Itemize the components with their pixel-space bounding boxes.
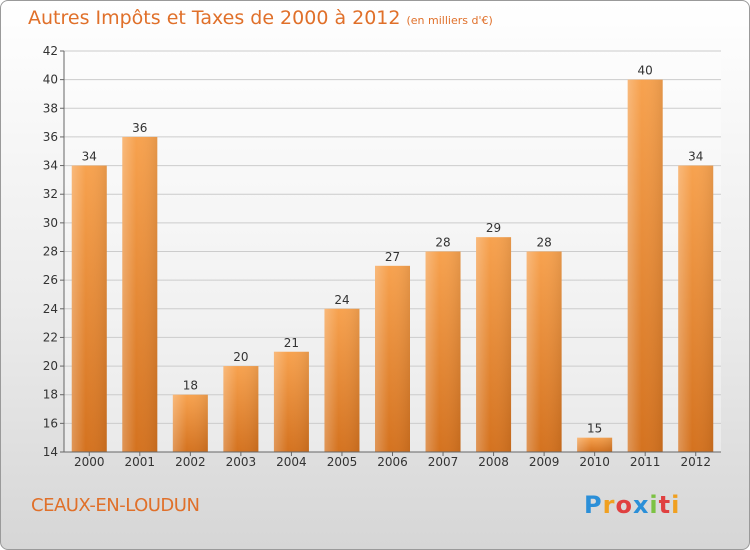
data-label: 15: [587, 422, 602, 436]
y-tick-label: 18: [43, 388, 58, 402]
bar-shading: [324, 308, 360, 452]
chart-title-text: Autres Impôts et Taxes de 2000 à 2012: [28, 7, 401, 29]
data-label: 18: [183, 379, 198, 393]
bar-shading: [273, 351, 309, 452]
y-tick-label: 16: [43, 416, 58, 430]
proxiti-logo: Proxiti: [584, 491, 681, 519]
bar-shading: [375, 265, 410, 452]
y-tick-label: 20: [43, 359, 58, 373]
y-tick-label: 28: [43, 245, 58, 259]
chart-subtitle: (en milliers d'€): [406, 14, 493, 27]
location-label: CEAUX-EN-LOUDUN: [31, 495, 200, 516]
chart-title: Autres Impôts et Taxes de 2000 à 2012 (en…: [28, 7, 493, 29]
bar-shading: [678, 165, 714, 453]
x-tick-label: 2003: [226, 455, 257, 469]
y-tick-label: 32: [43, 187, 58, 201]
bar-shading: [122, 136, 158, 452]
bar-chart: 34 36 18 20 21 24 27 28 29 28 15 40 34 14 16 18 20 22 24 2…: [43, 44, 721, 469]
bar-shading: [172, 394, 208, 452]
y-tick-label: 22: [43, 330, 58, 344]
data-label: 27: [385, 250, 400, 264]
bar-shading: [577, 437, 613, 452]
data-label: 20: [233, 350, 248, 364]
y-tick-label: 40: [43, 73, 58, 87]
data-label: 34: [82, 150, 97, 164]
y-tick-label: 36: [43, 130, 58, 144]
data-label: 24: [334, 293, 349, 307]
bar-shading: [425, 251, 461, 452]
y-tick-label: 38: [43, 101, 58, 115]
x-tick-label: 2004: [276, 455, 307, 469]
y-tick-label: 14: [43, 445, 58, 459]
data-label: 28: [435, 236, 450, 250]
x-tick-label: 2008: [478, 455, 509, 469]
x-tick-label: 2001: [125, 455, 156, 469]
bar-shading: [71, 165, 107, 453]
x-tick-label: 2007: [428, 455, 459, 469]
x-tick-label: 2000: [74, 455, 105, 469]
bar-shading: [526, 251, 562, 452]
data-label: 29: [486, 221, 501, 235]
bar-shading: [223, 366, 259, 452]
y-tick-label: 26: [43, 273, 58, 287]
y-tick-label: 34: [43, 159, 58, 173]
y-tick-label: 24: [43, 302, 58, 316]
data-label: 21: [284, 336, 299, 350]
y-tick-label: 30: [43, 216, 58, 230]
x-tick-label: 2005: [327, 455, 358, 469]
bar-shading: [476, 237, 512, 452]
data-label: 40: [638, 64, 653, 78]
bar-shading: [627, 79, 663, 453]
x-tick-label: 2009: [529, 455, 560, 469]
y-tick-label: 42: [43, 44, 58, 58]
x-tick-label: 2002: [175, 455, 206, 469]
x-tick-label: 2010: [579, 455, 610, 469]
x-tick-label: 2011: [630, 455, 661, 469]
data-label: 34: [688, 150, 703, 164]
data-label: 36: [132, 121, 147, 135]
x-tick-label: 2006: [377, 455, 408, 469]
x-tick-label: 2012: [680, 455, 711, 469]
data-label: 28: [536, 236, 551, 250]
